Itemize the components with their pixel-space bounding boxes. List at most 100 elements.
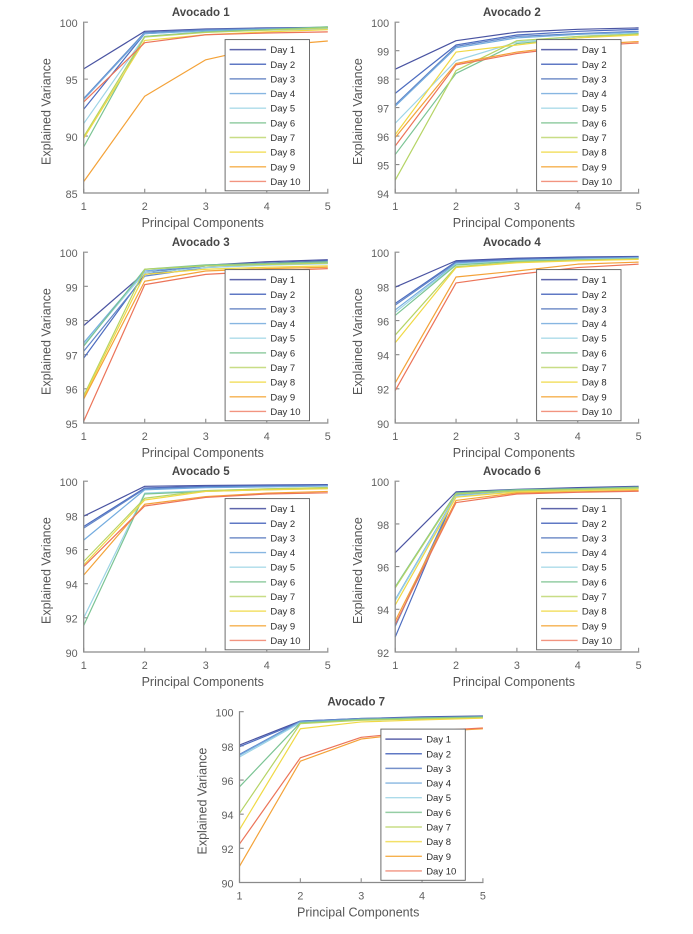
svg-text:98: 98 (221, 742, 233, 754)
svg-text:98: 98 (377, 282, 389, 294)
svg-text:Day 5: Day 5 (582, 334, 607, 345)
svg-text:100: 100 (371, 248, 389, 260)
svg-text:Day 2: Day 2 (582, 290, 607, 301)
svg-text:92: 92 (66, 614, 78, 626)
svg-text:Principal Components: Principal Components (142, 446, 264, 460)
svg-text:Day 8: Day 8 (270, 148, 295, 159)
svg-text:Day 9: Day 9 (582, 392, 607, 403)
svg-text:2: 2 (453, 201, 459, 213)
svg-text:98: 98 (377, 75, 389, 87)
svg-text:Avocado 5: Avocado 5 (172, 466, 230, 478)
svg-text:Day 8: Day 8 (582, 378, 607, 389)
svg-text:Day 7: Day 7 (582, 363, 607, 374)
svg-text:Day 1: Day 1 (270, 504, 295, 515)
svg-text:94: 94 (66, 580, 78, 592)
svg-text:Avocado 1: Avocado 1 (172, 7, 230, 19)
svg-text:Day 10: Day 10 (270, 407, 300, 418)
svg-text:Day 4: Day 4 (426, 779, 451, 790)
svg-text:94: 94 (377, 351, 389, 363)
svg-text:1: 1 (81, 201, 87, 213)
svg-text:99: 99 (377, 47, 389, 59)
svg-text:1: 1 (81, 660, 87, 672)
svg-text:Day 7: Day 7 (270, 363, 295, 374)
svg-text:Day 1: Day 1 (582, 45, 607, 56)
svg-text:Explained Variance: Explained Variance (351, 517, 365, 624)
svg-text:5: 5 (325, 660, 331, 672)
svg-text:2: 2 (297, 890, 303, 902)
svg-text:99: 99 (66, 282, 78, 294)
svg-text:Day 5: Day 5 (426, 793, 451, 804)
svg-text:96: 96 (377, 316, 389, 328)
svg-text:Day 1: Day 1 (270, 45, 295, 56)
svg-text:Day 7: Day 7 (582, 592, 607, 603)
svg-text:96: 96 (377, 563, 389, 575)
svg-text:Day 8: Day 8 (582, 148, 607, 159)
svg-text:Day 6: Day 6 (270, 118, 295, 129)
svg-text:Principal Components: Principal Components (453, 216, 575, 230)
svg-text:4: 4 (264, 660, 270, 672)
svg-text:4: 4 (575, 201, 581, 213)
svg-text:Day 3: Day 3 (582, 74, 607, 85)
svg-text:Explained Variance: Explained Variance (40, 58, 54, 165)
svg-text:Day 4: Day 4 (270, 319, 295, 330)
svg-text:Day 4: Day 4 (582, 548, 607, 559)
svg-text:Day 5: Day 5 (270, 104, 295, 115)
svg-text:4: 4 (575, 660, 581, 672)
svg-text:Day 8: Day 8 (582, 607, 607, 618)
svg-text:2: 2 (142, 431, 148, 443)
svg-text:5: 5 (636, 431, 642, 443)
svg-text:3: 3 (514, 431, 520, 443)
svg-text:90: 90 (377, 419, 389, 431)
svg-text:1: 1 (392, 660, 398, 672)
svg-text:5: 5 (636, 201, 642, 213)
svg-text:Day 6: Day 6 (426, 808, 451, 819)
svg-text:Day 9: Day 9 (582, 162, 607, 173)
svg-text:90: 90 (66, 648, 78, 660)
svg-text:4: 4 (264, 431, 270, 443)
svg-text:97: 97 (66, 351, 78, 363)
svg-text:Day 7: Day 7 (270, 592, 295, 603)
svg-text:Avocado 2: Avocado 2 (483, 7, 541, 19)
svg-text:3: 3 (203, 201, 209, 213)
svg-text:90: 90 (66, 132, 78, 144)
svg-text:98: 98 (66, 316, 78, 328)
svg-text:2: 2 (142, 201, 148, 213)
svg-text:Day 3: Day 3 (582, 533, 607, 544)
svg-text:96: 96 (377, 132, 389, 144)
svg-text:96: 96 (221, 776, 233, 788)
svg-text:Principal Components: Principal Components (142, 675, 264, 689)
svg-text:Day 7: Day 7 (582, 133, 607, 144)
svg-text:4: 4 (575, 431, 581, 443)
svg-text:Day 5: Day 5 (270, 334, 295, 345)
svg-text:100: 100 (371, 18, 389, 30)
svg-text:Day 5: Day 5 (582, 563, 607, 574)
svg-text:100: 100 (60, 477, 78, 489)
svg-text:Day 6: Day 6 (582, 577, 607, 588)
svg-text:94: 94 (377, 605, 389, 617)
svg-text:Day 3: Day 3 (270, 533, 295, 544)
svg-text:85: 85 (66, 189, 78, 201)
svg-text:95: 95 (66, 419, 78, 431)
svg-text:Day 9: Day 9 (270, 392, 295, 403)
svg-text:Day 2: Day 2 (270, 60, 295, 71)
svg-text:Avocado 6: Avocado 6 (483, 466, 541, 478)
svg-text:Day 2: Day 2 (270, 290, 295, 301)
svg-text:Explained Variance: Explained Variance (351, 288, 365, 395)
svg-text:Day 3: Day 3 (582, 304, 607, 315)
svg-text:Day 10: Day 10 (582, 407, 612, 418)
svg-text:Day 3: Day 3 (270, 304, 295, 315)
svg-text:4: 4 (264, 201, 270, 213)
svg-text:Day 2: Day 2 (426, 749, 451, 760)
svg-text:Day 6: Day 6 (582, 118, 607, 129)
svg-text:Explained Variance: Explained Variance (196, 748, 210, 855)
svg-text:Day 10: Day 10 (270, 177, 300, 188)
svg-text:5: 5 (325, 201, 331, 213)
svg-text:Day 9: Day 9 (270, 621, 295, 632)
svg-text:Principal Components: Principal Components (297, 905, 419, 919)
svg-text:5: 5 (636, 660, 642, 672)
svg-text:Day 1: Day 1 (582, 504, 607, 515)
svg-text:96: 96 (66, 385, 78, 397)
svg-text:1: 1 (392, 201, 398, 213)
svg-text:100: 100 (371, 477, 389, 489)
svg-text:2: 2 (142, 660, 148, 672)
